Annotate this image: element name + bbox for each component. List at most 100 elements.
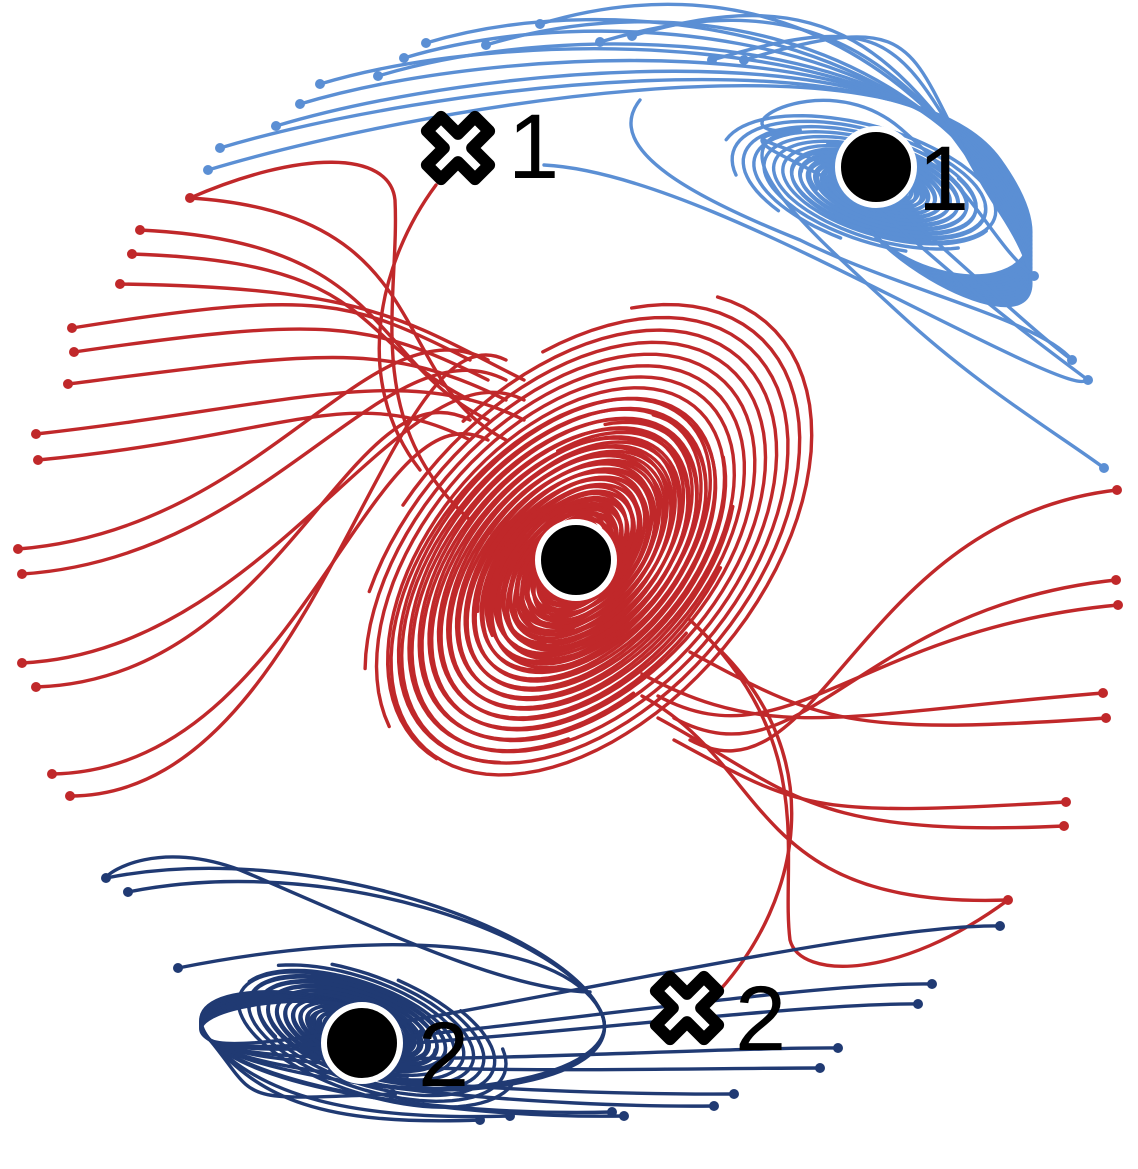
trajectory-start-dot <box>315 79 325 89</box>
center-inflow-trajectory <box>16 348 490 551</box>
attractor-2-label: 2 <box>418 1004 469 1106</box>
center-inflow-trajectory <box>70 303 472 362</box>
center-inflow-trajectory <box>688 488 1119 753</box>
trajectory-start-dot <box>1098 688 1108 698</box>
saddle-1-cross-icon <box>420 110 496 186</box>
trajectory-start-dot <box>927 979 937 989</box>
trajectory-start-dot <box>595 37 605 47</box>
upper-spiral-trajectory <box>741 124 978 235</box>
trajectory-start-dot <box>815 1063 825 1073</box>
center-inflow-trajectory <box>688 650 1108 727</box>
center-inflow-trajectory <box>66 355 508 402</box>
trajectory-start-dot <box>1003 895 1013 905</box>
trajectory-start-dot <box>535 19 545 29</box>
upper-inflow-trajectory <box>760 128 1090 382</box>
trajectory-start-dot <box>607 1107 617 1117</box>
trajectory-start-dot <box>387 1089 397 1099</box>
trajectory-start-dot <box>619 1111 629 1121</box>
attractor-1-label: 1 <box>918 128 969 230</box>
center-inflow-trajectory <box>72 327 490 382</box>
trajectory-start-dot <box>1059 821 1069 831</box>
center-spiral-trajectory <box>374 375 737 729</box>
trajectory-start-dot <box>173 963 183 973</box>
center-inflow-trajectory <box>656 603 1120 718</box>
trajectory-start-dot <box>1099 463 1109 473</box>
trajectory-start-dot <box>135 225 145 235</box>
trajectory-start-dot <box>707 55 717 65</box>
trajectory-start-dot <box>33 455 43 465</box>
upper-inflow-trajectory <box>760 98 1036 278</box>
upper-inflow-trajectory <box>274 69 1033 282</box>
trajectory-start-dot <box>101 873 111 883</box>
trajectory-start-dot <box>399 53 409 63</box>
center-inflow-trajectory <box>34 410 472 689</box>
center-separatrix-trajectory <box>688 618 1010 968</box>
trajectory-start-dot <box>63 379 73 389</box>
center-inflow-trajectory <box>640 694 1010 903</box>
attractor-1-marker <box>835 126 917 208</box>
trajectory-start-dot <box>1113 600 1123 610</box>
trajectory-start-dot <box>995 921 1005 931</box>
lower-inflow-trajectory <box>176 943 606 1090</box>
upper-basin-trajectories <box>206 2 1106 470</box>
upper-separatrix-trajectory <box>629 98 1074 362</box>
trajectory-start-dot <box>67 323 77 333</box>
center-inflow-trajectory <box>68 353 508 798</box>
center-separatrix-trajectory <box>377 183 438 472</box>
trajectory-start-dot <box>295 99 305 109</box>
center-separatrix-trajectory <box>188 160 472 522</box>
center-separatrix-trajectory <box>718 648 794 992</box>
upper-inflow-trajectory <box>742 35 1033 308</box>
trajectory-start-dot <box>17 569 27 579</box>
trajectory-start-dot <box>1111 575 1121 585</box>
trajectory-start-dot <box>115 279 125 289</box>
center-inflow-trajectory <box>50 432 490 776</box>
center-inflow-trajectory <box>188 196 508 442</box>
center-inflow-trajectory <box>118 282 526 382</box>
trajectory-start-dot <box>913 999 923 1009</box>
trajectory-start-dot <box>271 121 281 131</box>
center-spiral-trajectory <box>385 386 727 761</box>
lower-separatrix-trajectory <box>104 855 592 994</box>
trajectory-start-dot <box>47 769 57 779</box>
upper-inflow-trajectory <box>760 128 1106 470</box>
trajectory-start-dot <box>203 165 213 175</box>
trajectory-start-dot <box>13 544 23 554</box>
trajectory-start-dot <box>215 143 225 153</box>
trajectory-start-dot <box>421 38 431 48</box>
trajectory-start-dot <box>1029 271 1039 281</box>
trajectory-start-dot <box>65 791 75 801</box>
trajectory-start-dot <box>17 658 27 668</box>
center-inflow-trajectory <box>640 672 1105 720</box>
center-inflow-trajectory <box>36 411 472 462</box>
upper-separatrix-trajectory <box>542 163 1088 384</box>
trajectory-start-points <box>13 19 1123 1125</box>
trajectory-start-dot <box>373 71 383 81</box>
lower-inflow-trajectory <box>199 924 1002 1046</box>
center-inflow-trajectory <box>672 578 1118 736</box>
trajectory-start-dot <box>739 55 749 65</box>
center-spiral-trajectory <box>389 295 814 777</box>
trajectory-start-dot <box>709 1101 719 1111</box>
trajectory-start-dot <box>1061 797 1071 807</box>
trajectory-start-dot <box>505 1111 515 1121</box>
trajectory-start-dot <box>729 1089 739 1099</box>
center-inflow-trajectory <box>20 368 508 576</box>
saddle-1-label: 1 <box>508 96 559 198</box>
trajectory-start-dot <box>627 31 637 41</box>
trajectory-start-dot <box>123 887 133 897</box>
attractor-2-marker <box>321 1002 403 1084</box>
upper-inflow-trajectory <box>298 58 1033 284</box>
center-inflow-trajectory <box>138 228 490 422</box>
trajectory-start-dot <box>69 347 79 357</box>
center-inflow-trajectory <box>34 388 526 436</box>
trajectory-start-dot <box>475 1115 485 1125</box>
saddle-2-label: 2 <box>735 968 786 1070</box>
center-spiral-trajectory <box>363 364 746 711</box>
center-attractor-marker <box>535 519 617 601</box>
lower-basin-trajectories <box>104 855 1002 1123</box>
trajectory-start-dot <box>185 193 195 203</box>
trajectory-start-dot <box>1112 485 1122 495</box>
trajectory-start-dot <box>833 1043 843 1053</box>
